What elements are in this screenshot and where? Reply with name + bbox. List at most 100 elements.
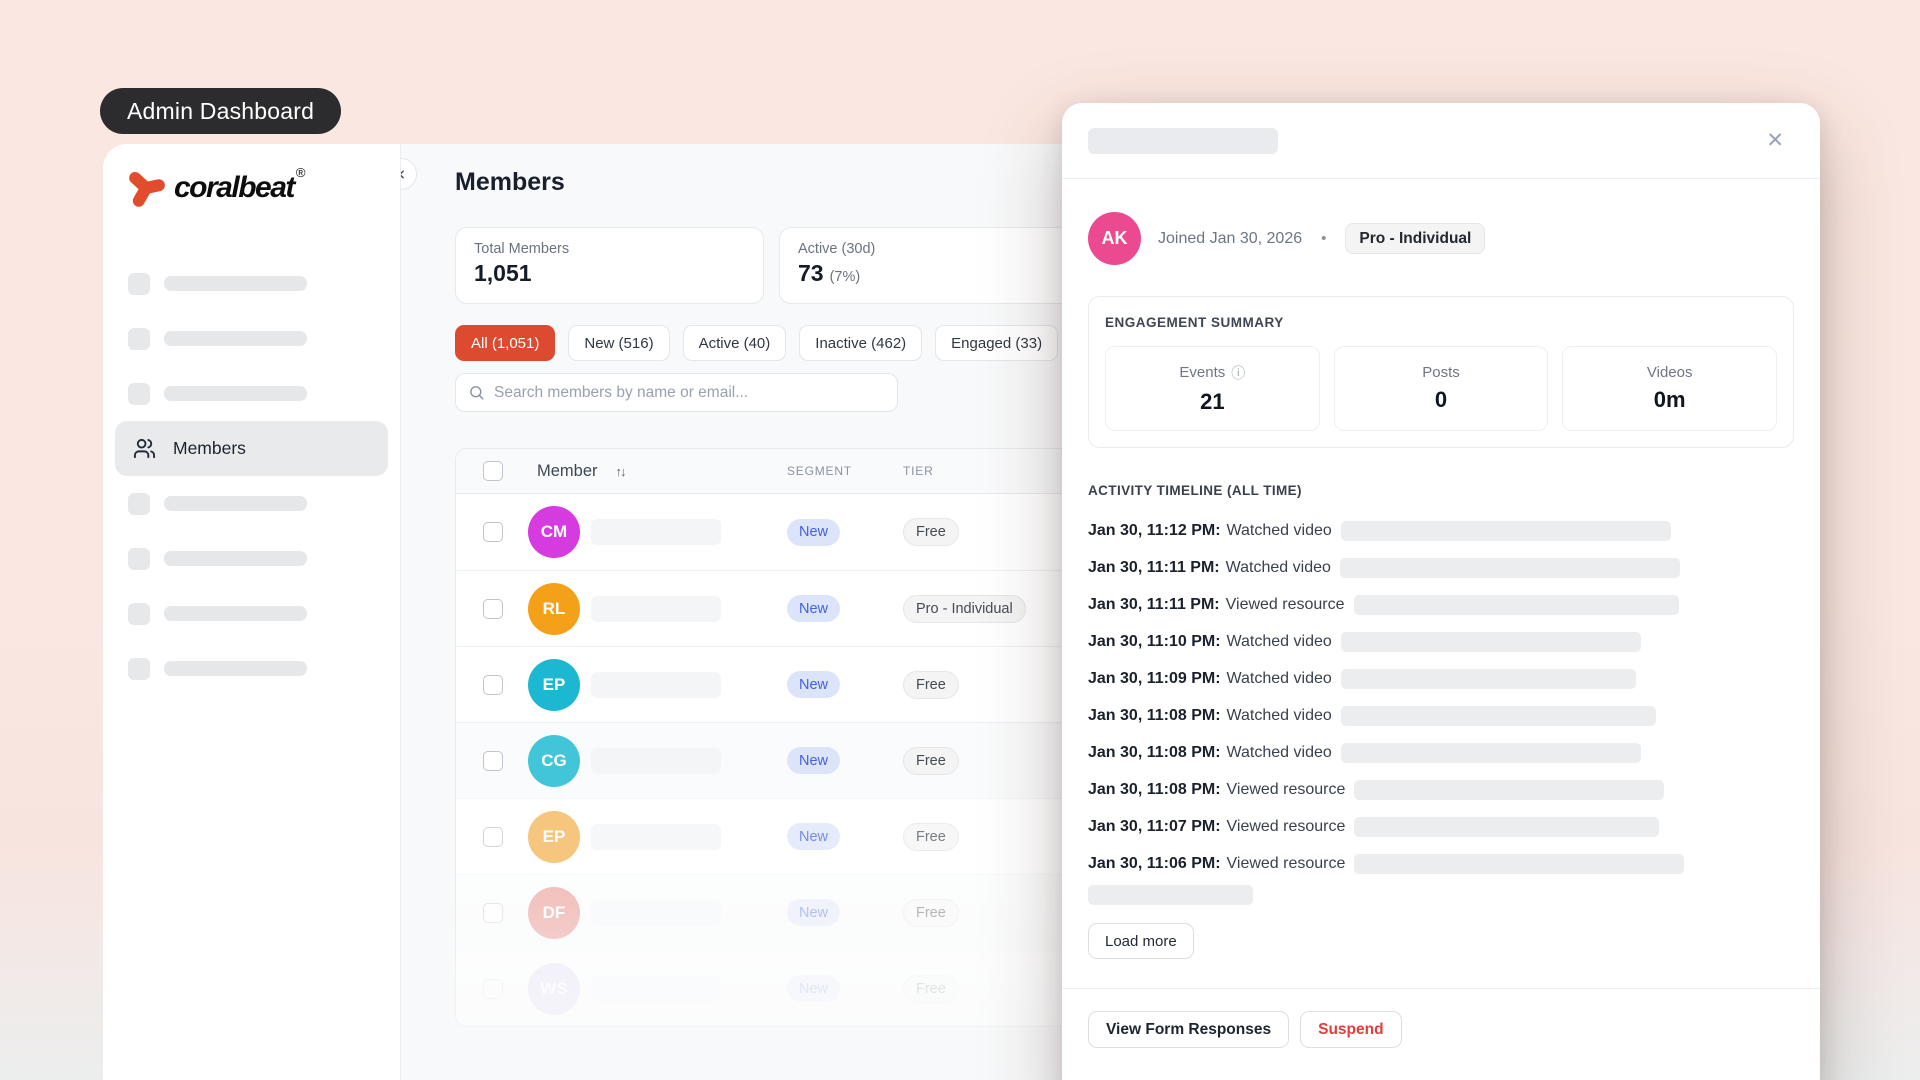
timeline-entry: Jan 30, 11:08 PM: Watched video (1088, 734, 1794, 771)
tier-badge: Free (903, 518, 959, 546)
member-name-skeleton (591, 975, 721, 1002)
activity-timeline: Jan 30, 11:12 PM: Watched video Jan 30, 1… (1088, 512, 1794, 905)
member-name-skeleton (591, 595, 721, 622)
column-header-segment: SEGMENT (787, 464, 852, 478)
row-checkbox[interactable] (483, 826, 503, 847)
member-name-skeleton (591, 671, 721, 698)
filter-chip-all[interactable]: All (1,051) (455, 325, 556, 361)
row-checkbox[interactable] (483, 902, 503, 923)
timeline-entry: Jan 30, 11:11 PM: Watched video (1088, 549, 1794, 586)
sidebar-nav: Members (103, 256, 400, 696)
nav-skeleton-label (164, 386, 307, 401)
filter-chip-active[interactable]: Active (40) (682, 325, 787, 361)
filter-chip-new[interactable]: New (516) (568, 325, 670, 361)
brand-logo: coralbeat ® (125, 165, 400, 210)
nav-skeleton-icon (128, 492, 150, 515)
engagement-card-videos: Videos 0m (1562, 346, 1778, 431)
nav-skeleton-item (103, 586, 400, 641)
close-icon[interactable]: ✕ (1766, 128, 1784, 152)
stat-value: 0m (1653, 387, 1686, 412)
nav-skeleton-item (103, 641, 400, 696)
stat-value: 1,051 (474, 260, 532, 286)
stat-label: Posts (1422, 364, 1460, 381)
stat-sub-value: (7%) (829, 269, 861, 285)
nav-skeleton-label (164, 661, 307, 676)
admin-dashboard-badge: Admin Dashboard (100, 88, 342, 134)
tier-badge: Free (903, 974, 959, 1003)
nav-skeleton-label (164, 606, 307, 621)
nav-skeleton-label (164, 331, 307, 346)
member-profile-row: AK Joined Jan 30, 2026 • Pro - Individua… (1088, 212, 1794, 265)
segment-badge: New (787, 747, 841, 774)
avatar: CG (528, 734, 580, 787)
dot-separator: • (1321, 230, 1327, 247)
avatar: AK (1088, 212, 1141, 265)
engagement-cards: Events ⓘ 21 Posts 0 Videos 0m (1105, 346, 1778, 431)
modal-footer: View Form Responses Suspend (1088, 989, 1794, 1048)
timeline-entry: Jan 30, 11:08 PM: Watched video (1088, 697, 1794, 734)
timeline-entry: Jan 30, 11:12 PM: Watched video (1088, 512, 1794, 549)
suspend-button[interactable]: Suspend (1300, 1011, 1402, 1048)
member-name-skeleton (591, 747, 721, 774)
load-more-button[interactable]: Load more (1088, 923, 1194, 959)
select-all-checkbox[interactable] (483, 461, 503, 481)
stat-label: Events ⓘ (1179, 364, 1246, 382)
timeline-item-skeleton (1353, 594, 1679, 615)
row-checkbox[interactable] (483, 522, 503, 542)
stat-label: Total Members (474, 241, 570, 257)
engagement-card-events: Events ⓘ 21 (1105, 346, 1320, 431)
row-checkbox[interactable] (483, 978, 503, 999)
member-name-skeleton (591, 823, 721, 850)
nav-skeleton-label (164, 276, 307, 291)
timeline-entry: Jan 30, 11:06 PM: Viewed resource (1088, 845, 1794, 882)
stats-row: Total Members 1,051 Active (30d) 73 (7%) (455, 227, 1820, 304)
stat-value: 73 (7%) (798, 260, 861, 286)
column-header-member: Member (537, 461, 598, 480)
timeline-item-skeleton (1354, 853, 1685, 874)
modal-body: AK Joined Jan 30, 2026 • Pro - Individua… (1062, 212, 1820, 1048)
info-icon[interactable]: ⓘ (1231, 365, 1246, 382)
timeline-item-skeleton (1340, 742, 1641, 763)
column-header-tier: TIER (903, 464, 934, 478)
nav-skeleton-icon (128, 327, 150, 350)
avatar: WS (528, 962, 580, 1015)
row-checkbox[interactable] (483, 674, 503, 695)
sort-toggle-icon[interactable]: ↑↓ (615, 463, 627, 479)
timeline-entry: Jan 30, 11:08 PM: Viewed resource (1088, 771, 1794, 808)
coralbeat-logo-icon (129, 171, 165, 207)
sidebar-item-members[interactable]: Members (115, 421, 388, 476)
stat-card-active-30d: Active (30d) 73 (7%) (779, 227, 1088, 304)
stat-card-total-members: Total Members 1,051 (455, 227, 764, 304)
nav-skeleton-icon (128, 657, 150, 680)
segment-badge: New (787, 899, 841, 926)
timeline-item-skeleton (1340, 520, 1671, 541)
nav-skeleton-icon (128, 272, 150, 295)
modal-header: ✕ (1062, 103, 1820, 179)
row-checkbox[interactable] (483, 750, 503, 771)
segment-badge: New (787, 595, 841, 622)
timeline-item-skeleton (1340, 705, 1656, 726)
timeline-item-skeleton (1354, 816, 1660, 837)
tier-badge: Pro - Individual (1345, 223, 1486, 254)
search-input[interactable] (494, 383, 885, 402)
engagement-summary-title: ENGAGEMENT SUMMARY (1105, 315, 1284, 330)
joined-date: Joined Jan 30, 2026 (1158, 229, 1303, 247)
segment-badge: New (787, 671, 841, 698)
nav-skeleton-item (103, 256, 400, 311)
timeline-entry: Jan 30, 11:11 PM: Viewed resource (1088, 586, 1794, 623)
nav-skeleton-label (164, 496, 307, 511)
filter-chip-engaged[interactable]: Engaged (33) (935, 325, 1059, 361)
filter-chip-inactive[interactable]: Inactive (462) (799, 325, 923, 361)
modal-title-skeleton (1088, 127, 1278, 154)
nav-skeleton-item (103, 311, 400, 366)
member-detail-modal: ✕ AK Joined Jan 30, 2026 • Pro - Individ… (1062, 103, 1820, 1080)
sidebar: coralbeat ® Members (103, 144, 401, 1080)
stat-value: 21 (1200, 388, 1225, 414)
brand-name: coralbeat ® (174, 165, 306, 204)
view-form-responses-button[interactable]: View Form Responses (1088, 1011, 1290, 1048)
segment-badge: New (787, 823, 841, 850)
stat-value: 0 (1434, 387, 1448, 412)
avatar: EP (528, 810, 580, 863)
member-name-skeleton (591, 519, 721, 545)
row-checkbox[interactable] (483, 598, 503, 619)
